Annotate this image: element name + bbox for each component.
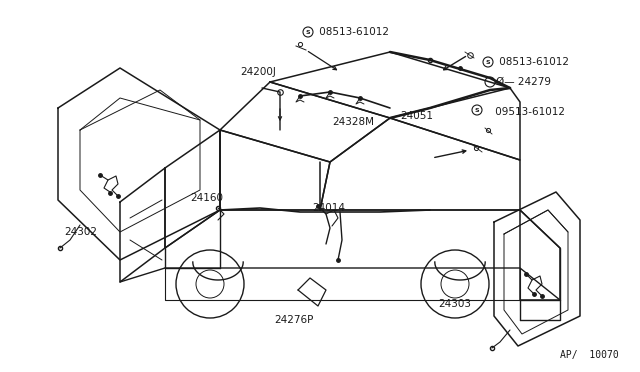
Text: AP/  10070: AP/ 10070 — [560, 350, 619, 360]
Text: 24051: 24051 — [400, 111, 433, 121]
Text: S: S — [306, 29, 310, 35]
Text: 24302: 24302 — [64, 227, 97, 237]
Text: 08513-61012: 08513-61012 — [496, 57, 569, 67]
Text: 24303: 24303 — [438, 299, 471, 309]
Text: 24160: 24160 — [190, 193, 223, 203]
Text: S: S — [475, 108, 479, 112]
Text: Ø— 24279: Ø— 24279 — [496, 77, 551, 87]
Text: 08513-61012: 08513-61012 — [316, 27, 389, 37]
Text: 24276P: 24276P — [274, 315, 314, 325]
Text: 24014: 24014 — [312, 203, 345, 213]
Text: 24200J: 24200J — [240, 67, 276, 77]
Text: 24328M: 24328M — [332, 117, 374, 127]
Text: S: S — [486, 60, 490, 64]
Text: 09513-61012: 09513-61012 — [492, 107, 565, 117]
